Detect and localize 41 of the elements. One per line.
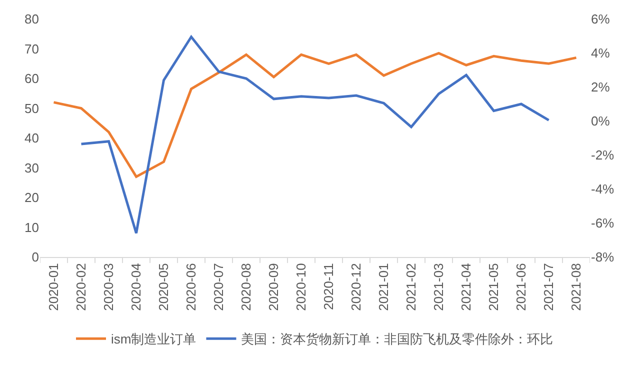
y-tick-label: 40 (24, 130, 39, 146)
x-tick-label: 2021-04 (458, 263, 474, 311)
y2-tick-label: 4% (591, 46, 610, 61)
y-tick-label: 50 (24, 100, 39, 116)
y-tick-label: 60 (24, 71, 39, 86)
x-tick-label: 2021-06 (513, 263, 528, 311)
x-tick-label: 2020-06 (183, 263, 198, 311)
y2-tick-label: -4% (591, 182, 615, 197)
legend-label: ism制造业订单 (111, 332, 196, 347)
y-tick-label: 70 (24, 41, 39, 56)
x-tick-label: 2020-01 (46, 263, 61, 311)
y2-tick-label: -2% (591, 148, 615, 163)
x-tick-label: 2021-05 (486, 263, 501, 311)
y-tick-label: 20 (24, 190, 39, 206)
y2-tick-label: 6% (591, 12, 610, 27)
x-tick-label: 2021-08 (568, 263, 584, 311)
x-tick-label: 2021-01 (376, 263, 391, 311)
y-tick-label: 10 (24, 220, 39, 235)
y2-tick-label: 2% (591, 80, 610, 95)
x-tick-label: 2021-03 (430, 263, 446, 311)
legend-label: 美国：资本货物新订单：非国防飞机及零件除外：环比 (241, 332, 554, 347)
y-tick-label: 0 (32, 250, 39, 265)
x-tick-label: 2021-02 (403, 263, 418, 311)
x-tick-label: 2020-02 (73, 263, 88, 311)
y2-tick-label: -8% (591, 250, 615, 265)
x-tick-label: 2020-03 (100, 263, 116, 311)
y-tick-label: 80 (24, 12, 39, 27)
x-tick-label: 2020-08 (238, 263, 254, 311)
x-tick-label: 2020-04 (128, 263, 144, 311)
x-tick-label: 2020-11 (320, 263, 336, 310)
x-tick-label: 2020-05 (156, 263, 171, 311)
y2-tick-label: 0% (591, 114, 610, 129)
line-series (52, 52, 578, 178)
x-tick-label: 2020-09 (266, 263, 281, 311)
x-tick-label: 2021-07 (540, 263, 556, 311)
y2-tick-label: -6% (591, 216, 615, 231)
x-tick-label: 2020-07 (210, 263, 226, 311)
x-tick-label: 2020-12 (348, 263, 364, 311)
line-series (80, 36, 550, 234)
x-tick-label: 2020-10 (293, 263, 308, 311)
y-tick-label: 30 (24, 160, 39, 176)
